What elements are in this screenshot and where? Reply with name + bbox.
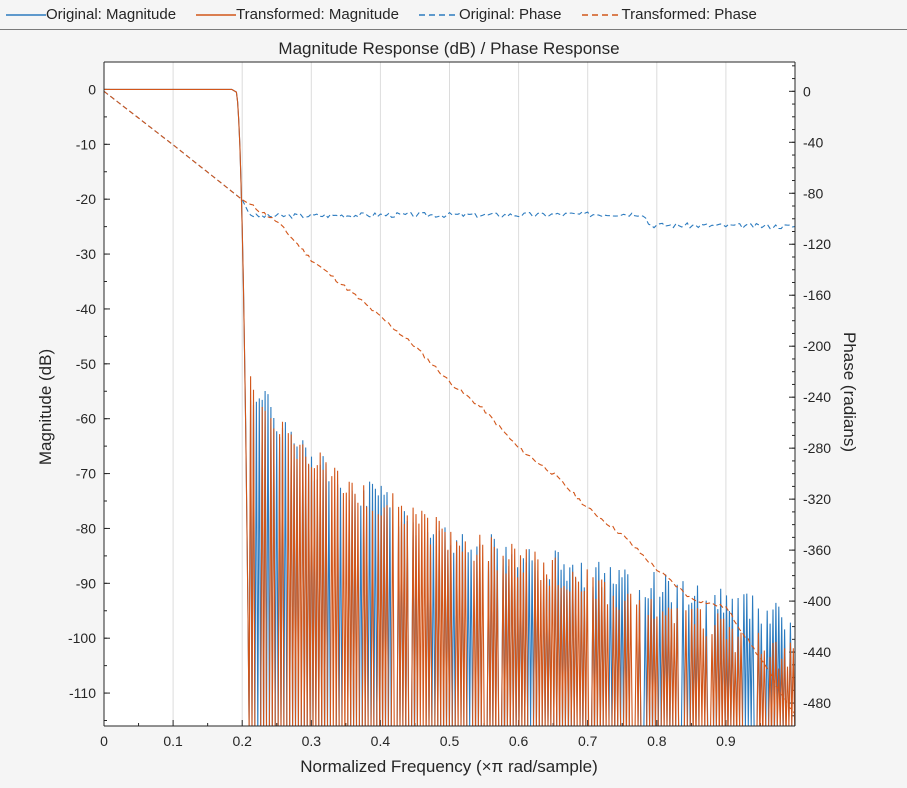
y-tick-label-right: -480 xyxy=(803,695,831,711)
y-tick-label-right: -40 xyxy=(803,134,823,150)
legend-swatch xyxy=(418,13,459,16)
y-tick-label-left: -70 xyxy=(76,466,96,482)
y-tick-label-left: -90 xyxy=(76,575,96,591)
legend-item-original-magnitude[interactable]: Original: Magnitude xyxy=(6,6,176,23)
y-tick-label-right: -80 xyxy=(803,185,823,201)
axes: 0 0.1 0.2 0.3 0.4 0.5 0.6 0.7 0.8 0.9 0 -10 -20 -30 -4… xyxy=(68,61,831,749)
y-tick-label-right: -320 xyxy=(803,491,831,507)
x-tick-label: 0 xyxy=(100,733,108,749)
x-tick-label: 0.7 xyxy=(578,733,598,749)
legend: Original: Magnitude Transformed: Magnitu… xyxy=(0,0,907,30)
legend-swatch xyxy=(6,13,46,16)
series-transformed-phase xyxy=(104,90,795,715)
x-tick-label: 0.2 xyxy=(232,733,252,749)
y-tick-label-right: -200 xyxy=(803,338,831,354)
legend-item-transformed-phase[interactable]: Transformed: Phase xyxy=(581,6,757,23)
x-tick-label: 0.4 xyxy=(371,733,391,749)
y-tick-label-right: -120 xyxy=(803,236,831,252)
legend-item-transformed-magnitude[interactable]: Transformed: Magnitude xyxy=(196,6,399,23)
y-tick-label-left: -20 xyxy=(76,191,96,207)
x-tick-label: 0.5 xyxy=(440,733,460,749)
x-tick-label: 0.8 xyxy=(647,733,667,749)
y-tick-label-left: -100 xyxy=(68,630,96,646)
y-tick-label-left: -60 xyxy=(76,411,96,427)
x-tick-label: 0.9 xyxy=(716,733,736,749)
legend-swatch xyxy=(196,13,237,16)
y-tick-label-right: -160 xyxy=(803,287,831,303)
y-tick-label-left: -80 xyxy=(76,520,96,536)
y-tick-label-right: -400 xyxy=(803,593,831,609)
x-tick-label: 0.1 xyxy=(163,733,183,749)
legend-label: Original: Phase xyxy=(458,6,562,23)
y-tick-label-left: -10 xyxy=(76,136,96,152)
legend-swatch xyxy=(581,13,622,16)
y-tick-label-right: -440 xyxy=(803,644,831,660)
y-tick-label-left: 0 xyxy=(88,81,96,97)
legend-label: Transformed: Magnitude xyxy=(236,6,399,23)
legend-label: Original: Magnitude xyxy=(46,6,177,23)
y-tick-label-left: -110 xyxy=(69,685,96,701)
y-tick-label-left: -40 xyxy=(76,301,96,317)
x-tick-label: 0.3 xyxy=(302,733,322,749)
y-tick-label-right: -360 xyxy=(803,542,831,558)
legend-item-original-phase[interactable]: Original: Phase xyxy=(418,6,562,23)
chart-title: Magnitude Response (dB) / Phase Response xyxy=(278,39,619,58)
y-tick-label-right: 0 xyxy=(803,83,811,99)
y-axis-label-left: Magnitude (dB) xyxy=(36,349,55,465)
chart-figure: Magnitude Response (dB) / Phase Response… xyxy=(36,39,859,776)
x-axis-label: Normalized Frequency (×π rad/sample) xyxy=(300,757,598,776)
y-tick-label-left: -50 xyxy=(76,356,96,372)
y-axis-label-right: Phase (radians) xyxy=(840,332,859,452)
y-tick-label-right: -240 xyxy=(803,389,831,405)
x-tick-label: 0.6 xyxy=(509,733,529,749)
legend-label: Transformed: Phase xyxy=(621,6,757,23)
series-transformed-magnitude xyxy=(104,88,795,726)
y-tick-label-left: -30 xyxy=(76,246,96,262)
y-tick-label-right: -280 xyxy=(803,440,831,456)
